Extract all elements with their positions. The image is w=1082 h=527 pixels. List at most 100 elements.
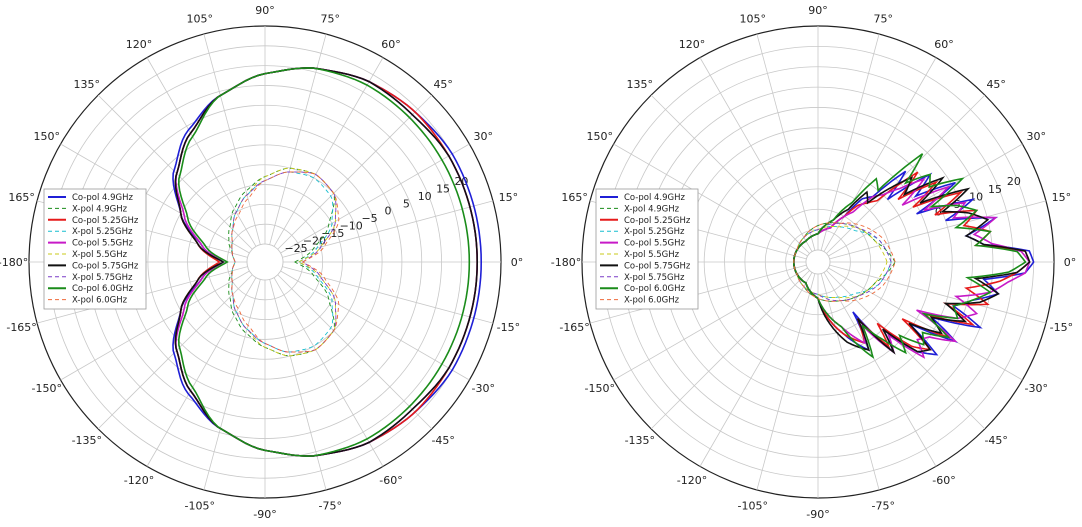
legend-label: Co-pol 4.9GHz	[72, 193, 134, 203]
grid-spoke	[613, 267, 808, 381]
r-tick-label: 15	[436, 182, 450, 195]
theta-tick-label: 105°	[740, 13, 767, 26]
r-tick-label: −5	[361, 212, 377, 225]
legend-label: X-pol 5.75GHz	[72, 273, 133, 283]
legend-label: Co-pol 5.5GHz	[624, 239, 686, 249]
theta-tick-label: 45°	[433, 78, 453, 91]
polar-chart-1: 0° 15° 30° 45° 60° 75° 90° 105° 120° 135° 150° 165°…	[0, 4, 523, 521]
grid-spoke	[829, 264, 1047, 324]
grid-spoke	[756, 273, 816, 491]
theta-tick-label: -135°	[72, 434, 102, 447]
legend-label: Co-pol 6.0GHz	[72, 284, 134, 294]
theta-tick-label: -45°	[431, 434, 454, 447]
theta-tick-label: -120°	[124, 474, 154, 487]
grid-spoke	[829, 200, 1047, 260]
grid-spoke	[60, 143, 250, 254]
theta-tick-label: -45°	[984, 434, 1007, 447]
grid-spoke	[203, 33, 261, 245]
theta-tick-label: -150°	[32, 382, 62, 395]
r-tick-label: 5	[403, 197, 410, 210]
theta-tick-label: -30°	[1025, 382, 1048, 395]
theta-tick-label: 0°	[1064, 256, 1077, 269]
theta-tick-label: 15°	[499, 191, 519, 204]
legend-label: Co-pol 4.9GHz	[624, 193, 686, 203]
legend-label: Co-pol 5.75GHz	[72, 261, 139, 271]
grid-spoke	[828, 267, 1023, 381]
grid-spoke	[756, 33, 816, 251]
theta-tick-label: 120°	[126, 38, 153, 51]
grid-spoke	[146, 57, 257, 247]
r-tick-label: 15	[988, 183, 1002, 196]
r-tick-label: 10	[418, 190, 432, 203]
grid-spoke	[699, 272, 813, 467]
theta-tick-label: -60°	[379, 474, 402, 487]
theta-tick-label: 75°	[320, 13, 340, 26]
grid-spoke	[823, 272, 937, 467]
legend-label: X-pol 4.9GHz	[72, 204, 128, 214]
theta-tick-label: 90°	[808, 4, 828, 17]
legend-label: X-pol 4.9GHz	[624, 204, 680, 214]
theta-tick-label: 75°	[873, 13, 893, 26]
theta-tick-label: 165°	[561, 191, 588, 204]
legend-label: X-pol 6.0GHz	[624, 296, 680, 306]
r-tick-label: 5	[954, 198, 961, 211]
grid-spoke	[650, 94, 810, 254]
theta-tick-label: -75°	[871, 499, 894, 512]
theta-tick-label: 60°	[934, 38, 954, 51]
r-tick-label: 20	[1007, 175, 1021, 188]
theta-tick-label: -165°	[6, 321, 36, 334]
theta-tick-label: -165°	[559, 321, 589, 334]
theta-tick-label: 30°	[473, 130, 493, 143]
grid-spoke	[823, 57, 937, 252]
legend-label: Co-pol 5.5GHz	[72, 239, 134, 249]
legend-label: Co-pol 5.75GHz	[624, 261, 691, 271]
theta-tick-label: -150°	[585, 382, 615, 395]
legend-label: X-pol 6.0GHz	[72, 296, 128, 306]
theta-tick-label: 0°	[511, 256, 524, 269]
theta-tick-label: 120°	[679, 38, 706, 51]
series-line	[793, 225, 888, 299]
series-line	[231, 171, 340, 353]
grid-circle	[246, 243, 284, 281]
grid-spoke	[273, 57, 384, 247]
legend-label: Co-pol 6.0GHz	[624, 284, 686, 294]
theta-tick-label: -90°	[253, 508, 276, 521]
theta-tick-label: 45°	[986, 78, 1006, 91]
theta-tick-label: 150°	[34, 130, 61, 143]
legend-label: X-pol 5.75GHz	[624, 273, 685, 283]
legend-label: X-pol 5.25GHz	[72, 227, 133, 237]
theta-tick-label: 150°	[587, 130, 614, 143]
grid-spoke	[277, 274, 433, 430]
grid-spoke	[282, 266, 494, 324]
legend-label: Co-pol 5.25GHz	[72, 216, 139, 226]
theta-tick-label: -105°	[185, 499, 215, 512]
legend-label: Co-pol 5.25GHz	[624, 216, 691, 226]
grid-spoke	[280, 143, 470, 254]
polar-chart-2: 0° 15° 30° 45° 60° 75° 90° 105° 120° 135° 150° 165°…	[551, 4, 1076, 521]
grid-spoke	[97, 274, 253, 430]
theta-tick-label: 30°	[1026, 130, 1046, 143]
grid-spoke	[203, 279, 261, 491]
theta-tick-label: 105°	[187, 13, 214, 26]
grid-spoke	[699, 57, 813, 252]
theta-tick-label: 60°	[381, 38, 401, 51]
theta-tick-label: -15°	[497, 321, 520, 334]
grid-spoke	[828, 143, 1023, 257]
grid-spoke	[60, 270, 250, 381]
legend-label: X-pol 5.5GHz	[624, 250, 680, 260]
theta-tick-label: 165°	[8, 191, 35, 204]
grid-spoke	[273, 277, 384, 467]
theta-tick-label: -30°	[472, 382, 495, 395]
theta-tick-label: 135°	[74, 78, 101, 91]
grid-spoke	[650, 270, 810, 430]
theta-tick-label: -90°	[806, 508, 829, 521]
grid-circle	[805, 249, 831, 275]
grid-spoke	[613, 143, 808, 257]
grid-spoke	[820, 273, 880, 491]
grid-spoke	[280, 270, 470, 381]
theta-tick-label: -105°	[738, 499, 768, 512]
theta-tick-label: -60°	[932, 474, 955, 487]
theta-tick-label: -15°	[1050, 321, 1073, 334]
series-line	[231, 171, 334, 353]
r-tick-label: 0	[384, 205, 391, 218]
